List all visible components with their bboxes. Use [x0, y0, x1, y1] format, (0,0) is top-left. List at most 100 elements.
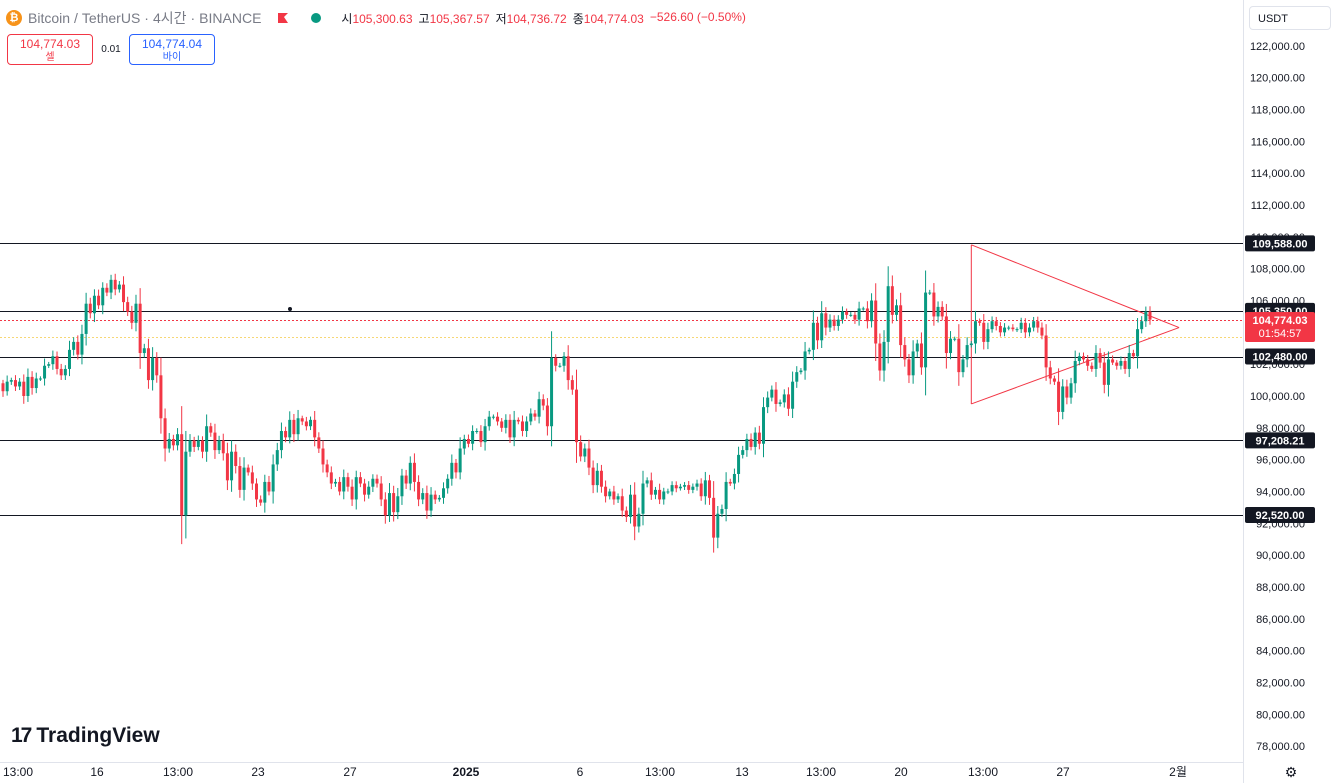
exchange-label[interactable]: BINANCE — [199, 10, 262, 26]
candle-body — [333, 481, 337, 484]
price-tick-label: 122,000.00 — [1250, 41, 1305, 53]
candle-body — [836, 319, 840, 326]
candle-body — [670, 485, 674, 492]
candle-body — [1048, 367, 1052, 379]
candle-body — [101, 287, 105, 306]
candle-body — [88, 303, 92, 314]
candle-body — [624, 510, 628, 517]
buy-button[interactable]: 104,774.04 바이 — [129, 34, 215, 65]
candle-body — [338, 481, 342, 492]
candle-body — [176, 434, 180, 446]
candle-body — [558, 365, 562, 367]
candle-body — [22, 381, 26, 396]
gear-icon[interactable]: ⚙ — [1284, 764, 1298, 780]
candle-body — [724, 481, 728, 509]
current-price-tag — [1245, 312, 1315, 343]
candle-body — [412, 462, 416, 482]
candle-body — [271, 464, 275, 492]
quote-name[interactable]: TetherUS — [81, 10, 141, 26]
candle-body — [1027, 327, 1031, 333]
price-tick-label: 108,000.00 — [1250, 264, 1305, 276]
candle-body — [363, 483, 367, 495]
candle-body — [1007, 327, 1011, 329]
candle-body — [13, 380, 17, 387]
candle-body — [820, 313, 824, 341]
candle-body — [117, 284, 121, 290]
candle-body — [857, 308, 861, 320]
bitcoin-icon: ₿ — [6, 10, 22, 26]
candle-body — [1011, 327, 1015, 330]
time-tick-label: 13:00 — [163, 765, 193, 779]
candle-body — [890, 286, 894, 315]
tradingview-logo[interactable]: 17 TradingView — [11, 724, 160, 748]
candle-body — [537, 399, 541, 417]
candle-body — [396, 496, 400, 513]
candle-body — [811, 322, 815, 350]
candle-body — [1082, 356, 1086, 360]
candle-body — [795, 372, 799, 382]
open-value: 105,300.63 — [352, 11, 413, 26]
level-price-label: 109,588.00 — [1252, 238, 1307, 250]
price-tick-label: 96,000.00 — [1256, 455, 1305, 467]
candle-body — [26, 376, 30, 396]
candle-body — [1131, 353, 1135, 357]
candle-body — [894, 305, 898, 315]
sell-button[interactable]: 104,774.03 셀 — [7, 34, 93, 65]
candle-body — [317, 437, 321, 449]
market-status-icon[interactable] — [311, 13, 322, 23]
candle-body — [367, 486, 371, 495]
interval-label[interactable]: 4시간 — [152, 10, 187, 26]
candle-body — [159, 375, 163, 419]
candle-body — [167, 438, 171, 449]
symbol-name[interactable]: Bitcoin — [28, 10, 71, 26]
candle-body — [196, 440, 200, 447]
candle-body — [63, 368, 67, 376]
symbol-header[interactable]: ₿ Bitcoin / TetherUS · 4시간 · BINANCE 시10… — [6, 8, 746, 28]
candle-body — [949, 338, 953, 354]
time-tick-label: 13:00 — [968, 765, 998, 779]
candle-body — [583, 448, 587, 457]
candle-body — [653, 489, 657, 495]
time-tick-label: 2025 — [453, 765, 480, 779]
candle-body — [645, 480, 649, 484]
candle-body — [400, 475, 404, 497]
time-tick-label: 6 — [577, 765, 584, 779]
currency-selector[interactable]: USDT — [1249, 6, 1331, 30]
high-label: 고 — [418, 11, 430, 26]
candle-body — [944, 316, 948, 354]
price-axis[interactable]: 78,000.00 80,000.00 82,000.00 84,000.00 86,0… — [1243, 0, 1334, 783]
open-label: 시 — [341, 11, 353, 26]
candle-body — [861, 308, 865, 310]
candle-body — [666, 491, 670, 493]
candle-body — [18, 381, 22, 387]
candle-body — [1073, 360, 1077, 384]
candle-body — [375, 478, 379, 484]
candle-body — [703, 480, 707, 497]
candle-body — [263, 481, 267, 503]
candle-body — [998, 325, 1002, 333]
time-axis[interactable]: 13:00 16 13:00 23 27 2025 6 13:00 13 13:00 20 13:00… — [0, 762, 1243, 780]
candle-body — [1040, 327, 1044, 336]
candle-body — [737, 454, 741, 474]
flag-icon[interactable] — [277, 12, 289, 24]
candle-body — [346, 477, 350, 487]
candle-body — [886, 286, 890, 342]
price-tick-label: 82,000.00 — [1256, 677, 1305, 689]
candle-body — [928, 292, 932, 294]
candle-body — [1019, 322, 1023, 330]
candle-body — [762, 407, 766, 444]
candle-body — [483, 426, 487, 443]
candle-body — [990, 321, 994, 330]
candle-body — [882, 341, 886, 371]
candle-body — [1140, 321, 1144, 330]
candle-body — [55, 356, 59, 369]
candle-body — [500, 421, 504, 428]
candle-body — [1069, 383, 1073, 398]
candle-body — [982, 322, 986, 342]
candle-body — [545, 405, 549, 427]
candle-body — [828, 319, 832, 328]
candle-body — [51, 356, 55, 365]
change-value: −526.60 (−0.50%) — [649, 9, 746, 24]
ohlc-values: 시105,300.63 고105,367.57 저104,736.72 종104… — [341, 10, 746, 27]
